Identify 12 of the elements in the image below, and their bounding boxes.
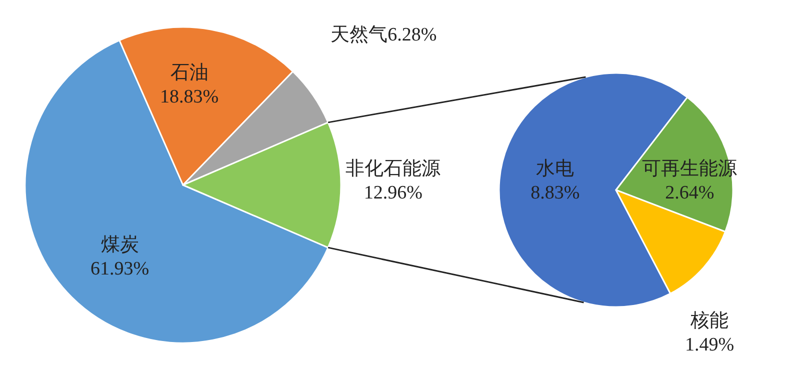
slice-label: 煤炭 bbox=[100, 234, 139, 256]
data-label: 2.64% bbox=[665, 182, 714, 204]
slice-label: 石油 bbox=[170, 62, 208, 84]
data-label: 61.93% bbox=[90, 258, 150, 280]
slice-label: 核能 bbox=[690, 310, 729, 332]
slice-label: 非化石能源 bbox=[346, 158, 441, 180]
data-label: 1.49% bbox=[685, 334, 734, 356]
data-label: 18.83% bbox=[160, 86, 219, 108]
data-label: 8.83% bbox=[530, 182, 580, 204]
data-label: 12.96% bbox=[364, 182, 423, 204]
slice-label: 水电 bbox=[536, 158, 574, 180]
slice-label: 天然气6.28% bbox=[330, 24, 437, 46]
